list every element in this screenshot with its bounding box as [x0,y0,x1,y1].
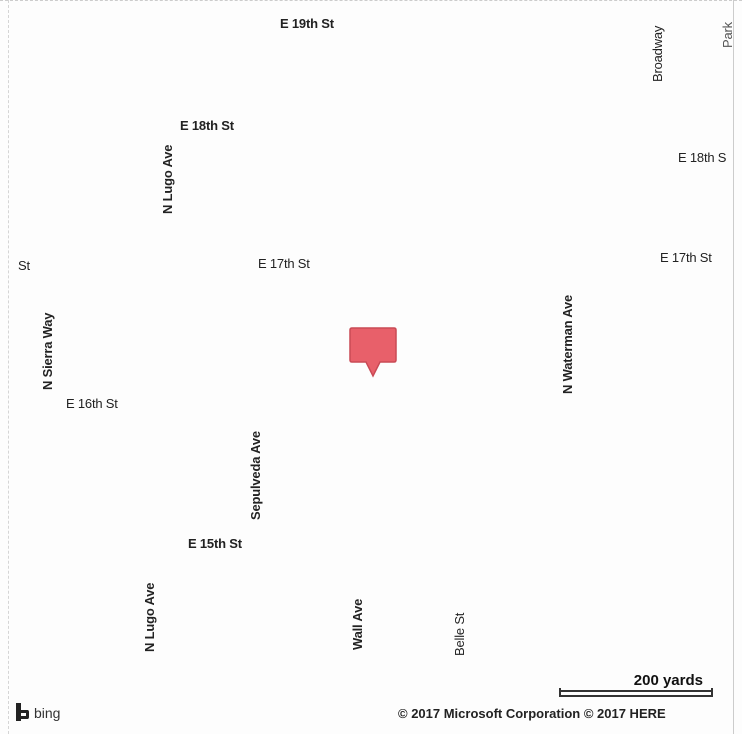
street-label-e15th: E 15th St [188,536,242,551]
street-label-sepulveda: Sepulveda Ave [248,431,263,520]
location-pin-icon[interactable] [348,326,398,380]
street-label-n-sierra: N Sierra Way [40,312,55,390]
street-label-n-waterman: N Waterman Ave [560,294,575,394]
map-right-edge [731,0,734,734]
street-label-e19th: E 19th St [280,16,334,31]
street-label-e17th-right: E 17th St [660,250,712,265]
street-label-e17th: E 17th St [258,256,310,271]
street-label-st-left: St [18,258,30,273]
bing-logo-icon [14,703,30,723]
street-label-broadway: Broadway [650,25,665,82]
bing-logo-text: bing [34,705,61,721]
map-left-edge [8,0,11,734]
bing-logo[interactable]: bing [14,703,60,723]
street-label-belle: Belle St [452,612,467,656]
street-label-e16th: E 16th St [66,396,118,411]
street-label-e18th: E 18th St [180,118,234,133]
street-label-e18th-right: E 18th S [678,150,727,165]
street-label-wall: Wall Ave [350,598,365,650]
pin-shape [349,327,397,378]
street-label-n-lugo-top: N Lugo Ave [160,144,175,214]
map-top-edge [0,0,742,7]
copyright-text: © 2017 Microsoft Corporation © 2017 HERE [398,706,666,721]
scale-label: 200 yards [633,672,703,689]
street-label-park: Park [720,22,735,48]
street-label-n-lugo-bottom: N Lugo Ave [142,582,157,652]
scale-bar-line [559,688,713,697]
